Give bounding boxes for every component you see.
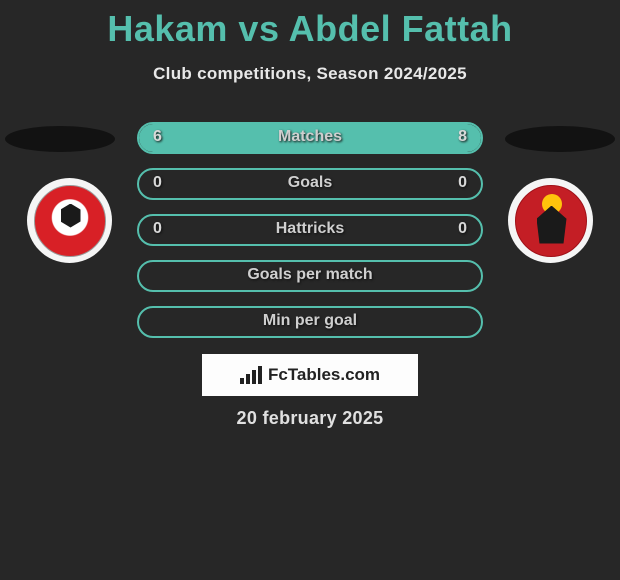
stat-row-hattricks: 0 Hattricks 0 (137, 214, 483, 246)
stat-row-goals-per-match: Goals per match (137, 260, 483, 292)
stat-value-right: 0 (458, 220, 467, 238)
subtitle: Club competitions, Season 2024/2025 (0, 64, 620, 84)
stat-row-min-per-goal: Min per goal (137, 306, 483, 338)
logo-text: FcTables.com (268, 365, 380, 385)
bar-chart-icon (240, 366, 262, 384)
club-crest-left (34, 185, 106, 257)
club-badge-right (508, 178, 593, 263)
stat-label: Goals (139, 174, 481, 192)
stat-label: Goals per match (139, 266, 481, 284)
player-shadow-left (5, 126, 115, 152)
stat-label: Matches (139, 128, 481, 146)
page-title: Hakam vs Abdel Fattah (0, 0, 620, 50)
date-label: 20 february 2025 (0, 408, 620, 429)
stat-label: Hattricks (139, 220, 481, 238)
stat-row-matches: 6 Matches 8 (137, 122, 483, 154)
stat-row-goals: 0 Goals 0 (137, 168, 483, 200)
club-badge-left (27, 178, 112, 263)
club-crest-right (515, 185, 587, 257)
stat-value-right: 0 (458, 174, 467, 192)
stats-panel: 6 Matches 8 0 Goals 0 0 Hattricks 0 Goal… (137, 122, 483, 352)
player-shadow-right (505, 126, 615, 152)
stat-value-right: 8 (458, 128, 467, 146)
stat-label: Min per goal (139, 312, 481, 330)
fctables-logo[interactable]: FcTables.com (202, 354, 418, 396)
